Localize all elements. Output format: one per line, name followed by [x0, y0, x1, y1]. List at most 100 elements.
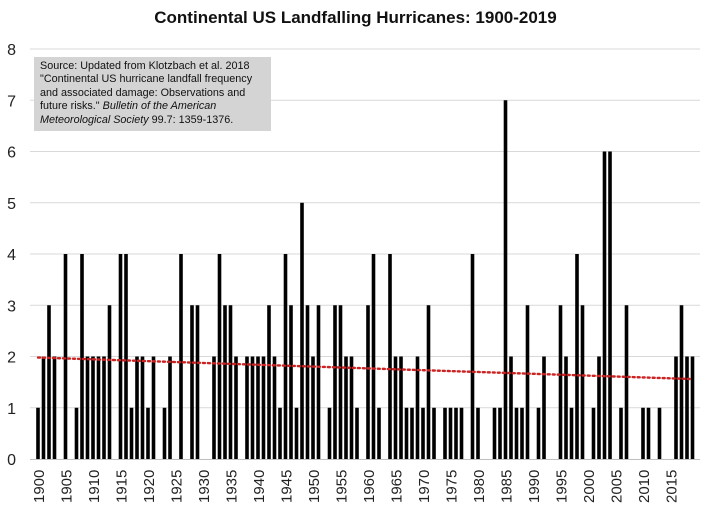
bar-2010 [641, 407, 645, 459]
y-tick-label: 5 [7, 196, 16, 213]
x-tick-label: 2010 [636, 470, 653, 503]
bar-1995 [558, 305, 563, 459]
bar-1932 [212, 356, 216, 459]
x-tick-label: 2000 [581, 470, 598, 503]
bar-1966 [399, 356, 403, 459]
bar-1992 [542, 356, 546, 459]
bar-1955 [338, 305, 343, 459]
bar-2007 [624, 305, 629, 459]
bar-1991 [536, 407, 541, 459]
bar-1980 [476, 407, 480, 459]
bar-1920 [146, 407, 150, 459]
bar-1953 [327, 407, 332, 459]
bar-1964 [388, 254, 392, 459]
bar-1970 [421, 407, 425, 459]
bar-1907 [74, 407, 79, 459]
x-tick-label: 1970 [416, 470, 433, 503]
x-tick-label: 1945 [279, 470, 296, 503]
trendline-layer [36, 356, 694, 381]
y-tick-label: 1 [7, 401, 16, 418]
bar-1972 [432, 407, 436, 459]
bar-1915 [118, 254, 123, 459]
y-tick-label: 8 [7, 42, 16, 59]
y-tick-label: 3 [7, 298, 16, 315]
bar-1924 [168, 356, 172, 459]
bar-1900 [36, 407, 40, 459]
trendline [36, 356, 694, 381]
bar-1918 [135, 356, 139, 459]
bar-2002 [597, 356, 601, 459]
bar-1909 [85, 356, 90, 459]
x-axis-ticks: 1900 1905 1910 1915 1920 1925 1930 1935 1940 1945… [31, 470, 681, 503]
bar-1976 [454, 407, 458, 459]
bar-1919 [140, 356, 145, 459]
x-tick-label: 1995 [554, 470, 571, 503]
bar-1983 [492, 407, 497, 459]
source-line-2: "Continental US hurricane landfall frequ… [40, 73, 253, 86]
bar-1996 [564, 356, 568, 459]
bar-2004 [608, 151, 612, 459]
x-tick-label: 1955 [334, 470, 351, 503]
bar-1938 [245, 356, 249, 459]
bar-2011 [646, 407, 651, 459]
x-tick-label: 2005 [609, 470, 626, 503]
bar-1912 [102, 356, 106, 459]
bar-1902 [47, 305, 51, 459]
bar-1947 [294, 407, 299, 459]
y-tick-label: 2 [7, 350, 16, 367]
bar-1928 [190, 305, 194, 459]
bar-2013 [657, 407, 662, 459]
x-tick-label: 1960 [361, 470, 378, 503]
bar-1985 [503, 100, 508, 459]
bar-series [36, 100, 695, 459]
bar-1999 [580, 305, 585, 459]
bar-2018 [685, 356, 689, 459]
bar-1960 [366, 305, 370, 459]
bar-1942 [267, 305, 271, 459]
bar-2016 [674, 356, 678, 459]
bar-1901 [41, 356, 46, 459]
bar-1944 [278, 407, 282, 459]
x-tick-label: 1935 [224, 470, 241, 503]
x-tick-label: 1990 [526, 470, 543, 503]
chart-title: Continental US Landfalling Hurricanes: 1… [154, 8, 557, 27]
bar-1967 [404, 407, 409, 459]
x-tick-label: 1940 [251, 470, 268, 503]
bar-1998 [575, 254, 579, 459]
bar-1943 [272, 356, 277, 459]
x-tick-label: 1910 [86, 470, 103, 503]
bar-1988 [520, 407, 524, 459]
bar-2019 [690, 356, 695, 459]
bar-1954 [333, 305, 337, 459]
bar-1989 [525, 305, 530, 459]
bar-1921 [151, 356, 156, 459]
bar-1951 [316, 305, 321, 459]
y-tick-label: 6 [7, 145, 16, 162]
bar-1908 [80, 254, 84, 459]
bar-2001 [591, 407, 596, 459]
gridlines [30, 48, 700, 409]
x-tick-label: 1920 [141, 470, 158, 503]
bar-1956 [344, 356, 348, 459]
bar-1939 [250, 356, 255, 459]
source-line-1: Source: Updated from Klotzbach et al. 20… [40, 60, 250, 72]
source-line-4: future risks." Bulletin of the American [40, 100, 217, 113]
bar-1962 [377, 407, 381, 459]
y-tick-label: 7 [7, 93, 16, 110]
bar-1969 [415, 356, 420, 459]
bar-2017 [679, 305, 684, 459]
x-tick-label: 1975 [444, 470, 461, 503]
bar-1929 [195, 305, 200, 459]
bar-1957 [349, 356, 354, 459]
bar-1903 [52, 356, 57, 459]
bar-1917 [129, 407, 134, 459]
bar-1926 [179, 254, 183, 459]
source-line-3: and associated damage: Observations and [40, 86, 246, 99]
bar-1936 [234, 356, 238, 459]
bar-1984 [498, 407, 502, 459]
x-tick-label: 1915 [114, 470, 131, 503]
bar-1958 [355, 407, 359, 459]
bar-1986 [509, 356, 513, 459]
bar-1935 [228, 305, 233, 459]
